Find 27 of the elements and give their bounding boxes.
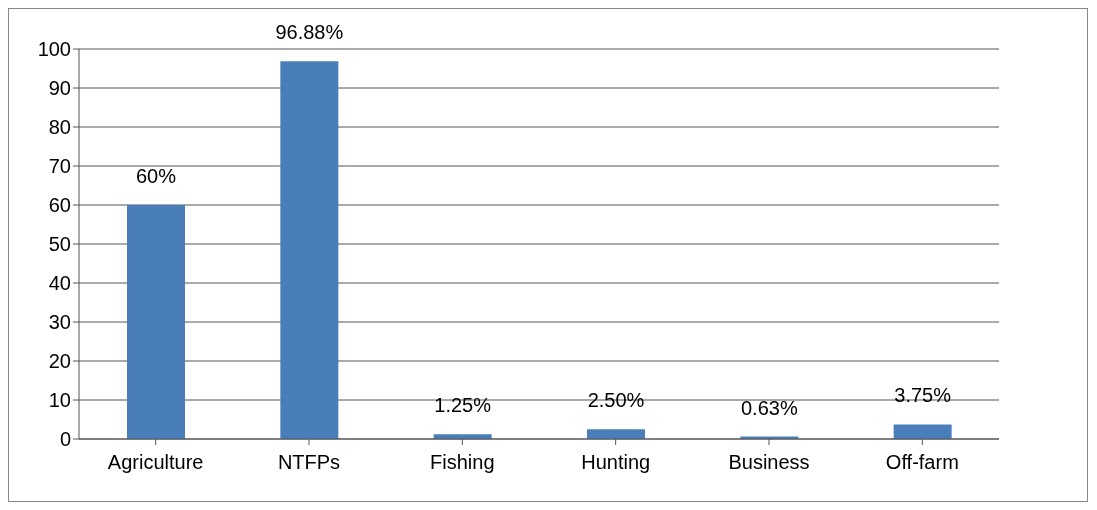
y-tick-label: 60 (48, 194, 71, 217)
y-tick-label: 0 (59, 428, 71, 451)
y-tick-label: 30 (48, 311, 71, 334)
x-tick-label: Hunting (581, 451, 651, 474)
data-label: 1.25% (434, 394, 492, 417)
x-tick-label: Off-farm (885, 451, 959, 474)
y-tick-label: 100 (37, 38, 71, 61)
y-tick-label: 40 (48, 272, 71, 295)
data-label: 96.88% (275, 21, 344, 44)
data-label: 3.75% (894, 384, 952, 407)
y-tick-label: 50 (48, 233, 71, 256)
x-tick-label: Fishing (430, 451, 495, 474)
y-tick-label: 80 (48, 116, 71, 139)
bar (127, 205, 185, 439)
data-label: 60% (135, 165, 177, 187)
x-tick-label: NTFPs (277, 451, 341, 474)
y-tick-label: 90 (48, 77, 71, 100)
x-tick-label: Agriculture (107, 451, 204, 474)
data-label: 0.63% (740, 396, 798, 419)
y-tick-label: 10 (48, 389, 71, 412)
y-tick-label: 70 (48, 155, 71, 178)
data-label: 2.50% (587, 389, 645, 412)
x-tick-label: Business (728, 451, 810, 474)
bar (280, 61, 339, 439)
bar (587, 429, 645, 439)
bar (893, 424, 952, 439)
y-tick-label: 20 (48, 350, 71, 373)
